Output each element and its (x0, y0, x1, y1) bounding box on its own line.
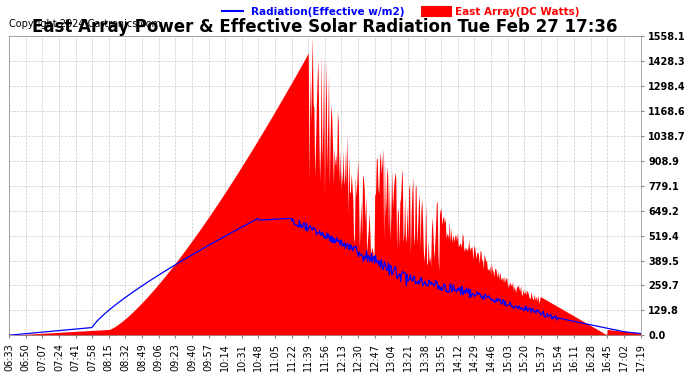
Legend: Radiation(Effective w/m2), East Array(DC Watts): Radiation(Effective w/m2), East Array(DC… (218, 3, 583, 21)
Text: Copyright 2024 Cartronics.com: Copyright 2024 Cartronics.com (9, 19, 161, 28)
Title: East Array Power & Effective Solar Radiation Tue Feb 27 17:36: East Array Power & Effective Solar Radia… (32, 18, 618, 36)
